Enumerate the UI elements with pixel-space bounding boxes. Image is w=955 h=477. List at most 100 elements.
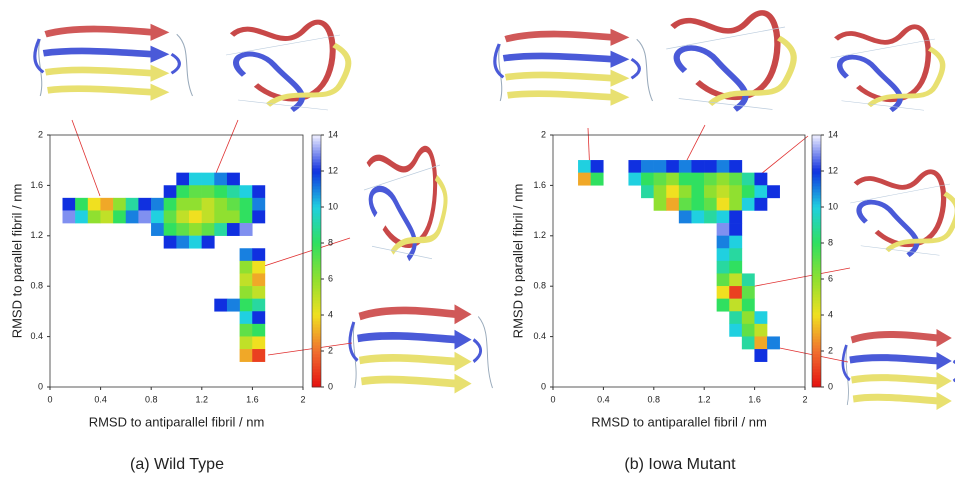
heat-cell [653,197,667,211]
heat-cell [716,298,730,312]
heat-cell [641,160,654,173]
colorbar-band [312,216,321,220]
colorbar-band [812,351,821,355]
colorbar-band [312,366,321,370]
heat-cell [678,172,692,186]
y-tick-label: 0 [38,381,43,391]
heat-cell [239,349,253,362]
colorbar-band [812,372,821,376]
colorbar-band [312,357,321,361]
colorbar-band [812,171,821,175]
colorbar-band [312,174,321,178]
colorbar-band [312,318,321,322]
colorbar-band [312,294,321,298]
heat-cell [653,160,667,173]
colorbar-band [812,324,821,328]
heat-cell [716,210,730,224]
heat-cell [189,197,202,211]
heat-cell [691,210,705,224]
heat-cell [239,298,253,312]
x-axis-label: RMSD to antiparallel fibril / nm [89,414,265,429]
colorbar-band [812,222,821,226]
heat-cell [252,336,266,350]
colorbar-band [312,234,321,238]
colorbar-tick-label: 14 [828,129,838,139]
colorbar-band [812,213,821,217]
colorbar-band [312,279,321,283]
colorbar-band [812,315,821,319]
heat-cell [678,160,692,173]
heat-cell [691,197,705,211]
colorbar-band [312,333,321,337]
colorbar-band [312,381,321,385]
colorbar-band [312,315,321,319]
heat-cell [729,235,743,249]
colorbar-band [312,243,321,247]
heat-cell [226,197,240,211]
heat-cell [716,185,730,199]
colorbar-band [812,273,821,277]
structure-image [850,172,955,255]
heat-cell [176,172,190,186]
heat-cell [176,235,190,249]
plot-frame [552,134,806,388]
heat-cell [62,210,76,224]
colorbar-band [812,306,821,310]
heat-cell [729,172,743,186]
heat-cell [189,223,202,236]
heat-cell [176,197,190,211]
colorbar-band [812,336,821,340]
colorbar-band [812,285,821,289]
colorbar-band [312,261,321,265]
heatmap [578,160,780,362]
heat-cell [87,210,101,224]
colorbar-band [812,348,821,352]
colorbar-band [312,327,321,331]
colorbar-band [812,282,821,286]
heat-cell [716,223,730,236]
colorbar-band [312,303,321,307]
structure-image [35,24,193,101]
colorbar-band [812,234,821,238]
structure-image [226,22,348,110]
heat-cell [176,210,190,224]
heat-cell [641,172,654,186]
heat-cell [741,311,755,325]
heat-cell [729,210,743,224]
colorbar-band [812,135,821,139]
colorbar-band [812,297,821,301]
colorbar-band [312,180,321,184]
colorbar-band [812,192,821,196]
heat-cell [201,223,215,236]
heat-cell [729,323,743,337]
heat-cell [252,286,266,299]
heat-cell [201,172,215,186]
colorbar-band [312,288,321,292]
heat-cell [590,160,604,173]
colorbar-band [312,240,321,244]
heat-cell [754,185,768,199]
heat-cell [239,273,253,287]
colorbar-band [312,168,321,172]
colorbar-tick-label: 0 [328,381,333,391]
x-tick-label: 2 [802,394,807,404]
colorbar-band [312,141,321,145]
heat-cell [226,185,240,199]
colorbar-tick-label: 10 [328,201,338,211]
colorbar-tick-label: 2 [328,345,333,355]
heat-cell [716,160,730,173]
heat-cell [729,286,743,299]
colorbar-band [312,297,321,301]
colorbar-band [312,300,321,304]
heat-cell [239,210,253,224]
colorbar-band [312,273,321,277]
heat-cell [666,185,680,199]
colorbar-band [812,384,821,388]
heat-cell [201,235,215,249]
colorbar-band [812,345,821,349]
heat-cell [691,185,705,199]
heat-cell [214,185,228,199]
heat-cell [239,323,253,337]
heat-cell [578,172,591,186]
